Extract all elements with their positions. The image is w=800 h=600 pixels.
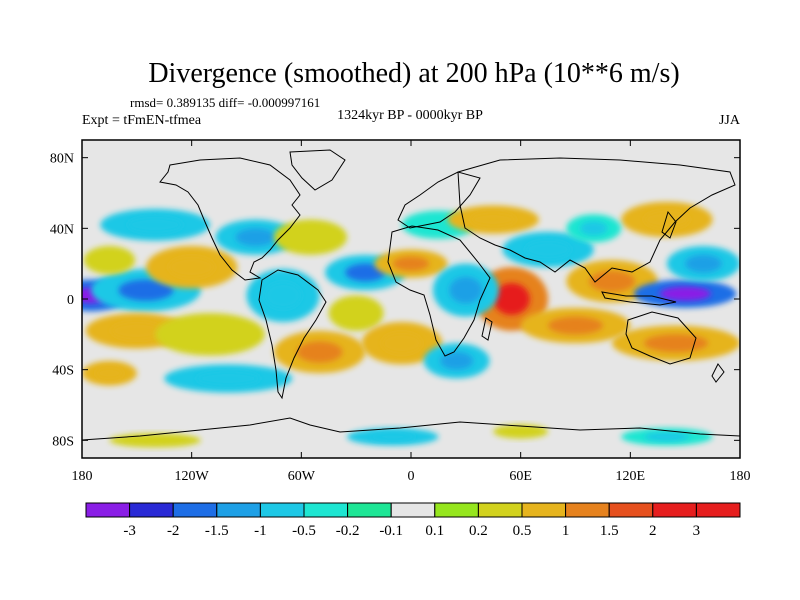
divergence-anomaly-core-29 (644, 334, 709, 352)
x-tick-label: 180 (730, 469, 751, 484)
colorbar-swatch (477, 502, 523, 518)
colorbar-label: 2 (649, 523, 657, 539)
coastline-madagascar (481, 317, 493, 341)
x-axis: 180 120W 60W 0 60E 120E 180 (72, 140, 751, 484)
colorbar-swatch (259, 502, 305, 518)
divergence-anomaly-core-17 (392, 256, 430, 271)
coastline-greenland (289, 149, 346, 191)
divergence-anomaly-core-8 (95, 367, 124, 380)
coastline-japan (661, 210, 677, 239)
y-tick-label: 40S (52, 364, 74, 379)
divergence-anomaly-core-9 (196, 371, 261, 386)
x-tick-label: 60W (288, 469, 316, 484)
coastline-antarctica (82, 417, 740, 441)
x-tick-label: 180 (72, 469, 93, 484)
coastline-south-america (258, 269, 327, 400)
chart-title: Divergence (smoothed) at 200 hPa (10**6 … (148, 58, 679, 89)
plot-area (81, 139, 741, 459)
colorbar-swatch (390, 502, 436, 518)
divergence-anomaly-14 (328, 295, 384, 331)
colorbar-label: -1 (254, 523, 267, 539)
x-tick-label: 0 (408, 469, 415, 484)
colorbar-swatch (434, 502, 479, 518)
colorbar-label: 3 (693, 523, 701, 539)
coastline-new-zealand (711, 363, 725, 383)
x-tick-label: 60E (509, 469, 532, 484)
colorbar-swatch (172, 502, 218, 518)
colorbar-swatch (565, 502, 610, 518)
coastline-maritime-islands (601, 291, 677, 306)
divergence-anomaly-core-27 (644, 210, 690, 229)
y-axis: 80N 40N 0 40S 80S (50, 152, 740, 449)
x-tick-label: 120W (175, 469, 210, 484)
colorbar-label: 0.1 (425, 523, 444, 539)
colorbar-swatch (608, 502, 654, 518)
divergence-field (82, 201, 740, 448)
coastline-europe (397, 171, 481, 229)
divergence-anomaly-core-16 (381, 332, 422, 354)
divergence-anomaly-core-23 (525, 240, 571, 259)
y-tick-label: 80S (52, 434, 74, 449)
divergence-anomaly-core-20 (470, 212, 517, 227)
colorbar-label: -0.2 (336, 523, 360, 539)
divergence-anomaly-core-7 (127, 216, 183, 233)
divergence-anomaly-core-19 (440, 352, 474, 370)
colorbar-swatch (85, 502, 131, 518)
divergence-anomaly-core-10 (235, 228, 276, 247)
colorbar-swatch (695, 502, 741, 518)
divergence-anomaly-4 (83, 246, 136, 275)
coastline-asia (457, 157, 736, 283)
divergence-anomaly-core-28 (685, 254, 722, 273)
divergence-anomaly-core-13 (345, 263, 386, 282)
divergence-anomaly-31 (109, 433, 201, 448)
stats-line: rmsd= 0.389135 diff= -0.000997161 (130, 95, 320, 110)
coastlines (82, 149, 740, 441)
x-tick-label: 120E (616, 469, 646, 484)
divergence-anomaly-6 (155, 313, 265, 356)
subtitle-right: JJA (719, 113, 741, 128)
colorbar-swatch (521, 502, 567, 518)
divergence-anomaly-core-3 (168, 256, 215, 278)
colorbar-swatch (652, 502, 697, 518)
divergence-anomaly-core-22 (449, 276, 483, 304)
colorbar-label: 1 (562, 523, 570, 539)
colorbar-swatch (303, 502, 349, 518)
divergence-anomaly-core-26 (659, 286, 711, 301)
colorbar-swatch (347, 502, 392, 518)
colorbar-label: 0.2 (469, 523, 488, 539)
colorbar-label: -0.5 (292, 523, 316, 539)
divergence-anomaly-core-25 (589, 270, 635, 292)
coastline-australia (625, 311, 697, 365)
colorbar-swatch (129, 502, 174, 518)
coastline-north-america (159, 157, 301, 281)
colorbar-label: -0.1 (379, 523, 403, 539)
colorbar-label: -2 (167, 523, 180, 539)
colorbar-label: -3 (123, 523, 136, 539)
divergence-anomaly-core-32 (369, 432, 416, 442)
divergence-anomaly-core-33 (644, 432, 690, 442)
colorbar-label: 0.5 (513, 523, 532, 539)
subtitle-center: 1324kyr BP - 0000kyr BP (337, 108, 483, 123)
y-tick-label: 80N (50, 152, 74, 167)
colorbar: -3 -2 -1.5 -1 -0.5 -0.2 -0.1 0.1 0.2 0.5 1 1.5 2 3 (85, 502, 741, 539)
divergence-anomaly-core-30 (580, 221, 608, 236)
divergence-anomaly-core-5 (111, 321, 163, 340)
y-tick-label: 40N (50, 222, 74, 237)
divergence-anomaly-core-15 (296, 341, 343, 363)
divergence-anomaly-core-21 (493, 283, 530, 315)
divergence-anomaly-11 (273, 219, 348, 255)
divergence-anomaly-core-2 (118, 279, 174, 301)
divergence-anomaly-34 (493, 424, 549, 439)
colorbar-label: 1.5 (600, 523, 619, 539)
divergence-anomaly-core-24 (548, 316, 603, 335)
divergence-anomaly-core-12 (264, 282, 302, 309)
y-tick-label: 0 (67, 293, 74, 308)
subtitle-left: Expt = tFmEN-tfmea (82, 113, 202, 128)
colorbar-swatch (216, 502, 261, 518)
coastline-africa (387, 225, 491, 357)
colorbar-label: -1.5 (205, 523, 229, 539)
